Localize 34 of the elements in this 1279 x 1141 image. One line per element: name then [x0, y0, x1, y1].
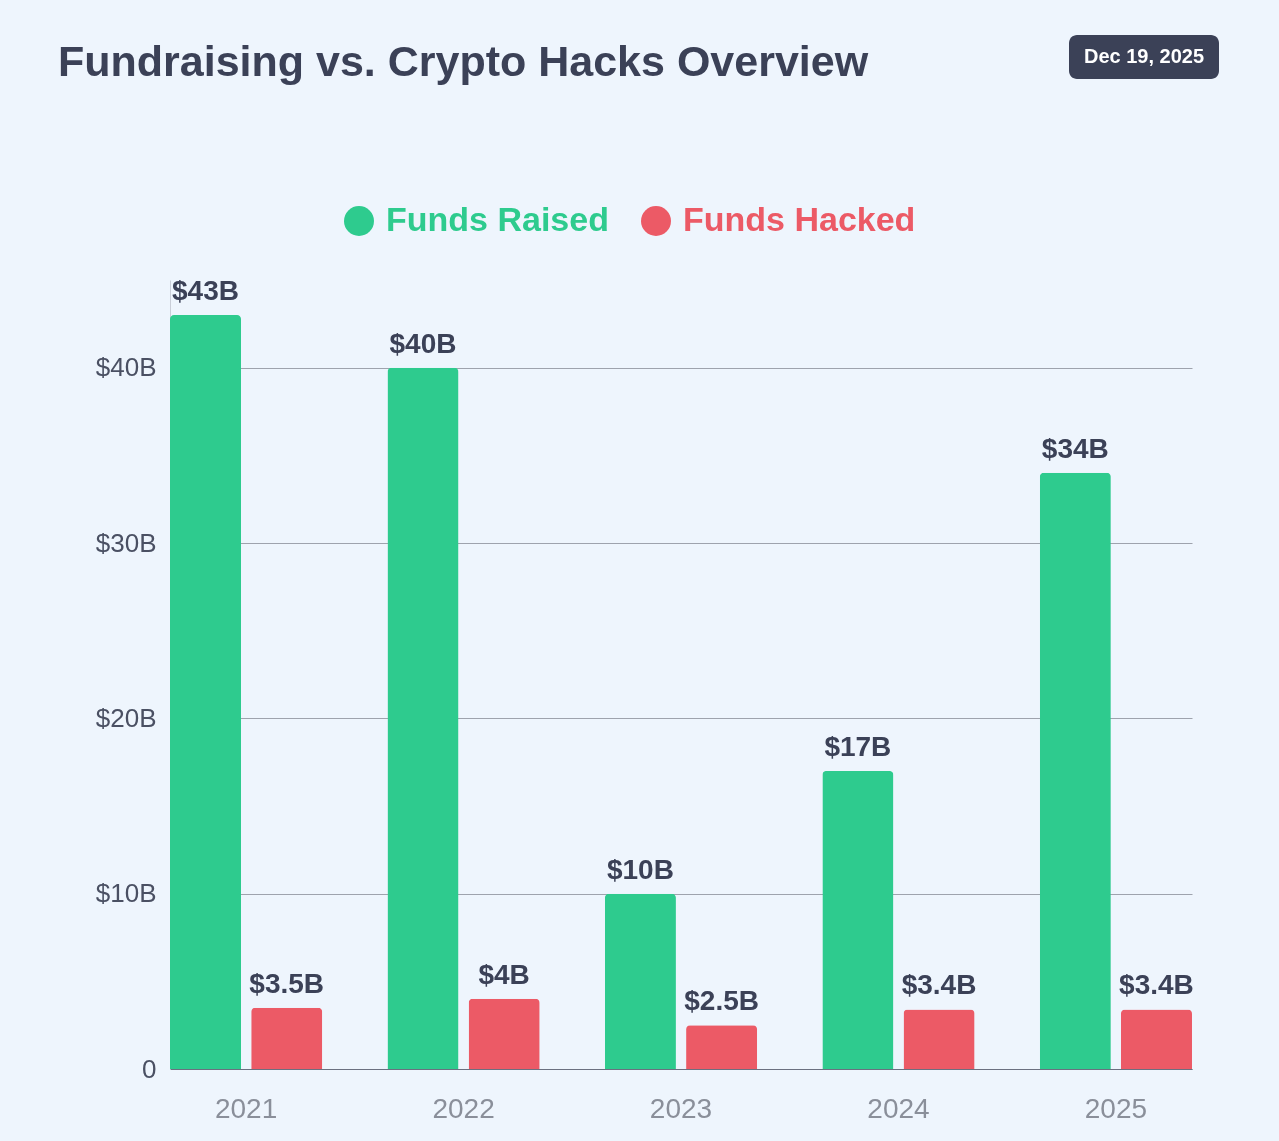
data-label: $3.4B	[901, 969, 977, 1001]
chart-title: Fundraising vs. Crypto Hacks Overview	[58, 37, 869, 85]
bar	[387, 367, 459, 1069]
x-tick-label: 2023	[649, 1092, 713, 1124]
x-tick-label: 2022	[432, 1092, 495, 1124]
data-label: $17B	[824, 730, 892, 762]
y-tick-label: $40B	[95, 352, 157, 383]
data-label: $3.5B	[249, 967, 325, 999]
data-label: $34B	[1041, 432, 1109, 464]
y-tick-label: 0	[142, 1053, 157, 1084]
bar	[822, 770, 894, 1069]
bar	[251, 1007, 323, 1069]
y-tick-label: $20B	[95, 702, 157, 733]
bar	[1120, 1009, 1192, 1069]
data-label: $10B	[606, 853, 674, 885]
legend-label: Funds Raised	[386, 200, 609, 238]
bar	[1039, 472, 1111, 1069]
legend-label: Funds Hacked	[683, 200, 916, 238]
data-label: $2.5B	[684, 985, 759, 1017]
data-label: $4B	[478, 958, 530, 990]
y-tick-label: $10B	[95, 878, 157, 909]
x-tick-label: 2024	[867, 1092, 930, 1124]
data-label: $40B	[389, 327, 457, 359]
bar	[468, 998, 540, 1069]
bar	[170, 315, 242, 1069]
bar	[604, 893, 676, 1069]
text: Dec 19, 2025	[1083, 45, 1205, 67]
x-tick-label: 2021	[214, 1092, 278, 1124]
bar	[903, 1009, 975, 1069]
y-tick-label: $30B	[95, 527, 157, 558]
bar	[686, 1025, 758, 1069]
x-tick-label: 2025	[1084, 1092, 1148, 1124]
data-label: $3.4B	[1119, 969, 1194, 1001]
data-label: $43B	[172, 275, 239, 307]
